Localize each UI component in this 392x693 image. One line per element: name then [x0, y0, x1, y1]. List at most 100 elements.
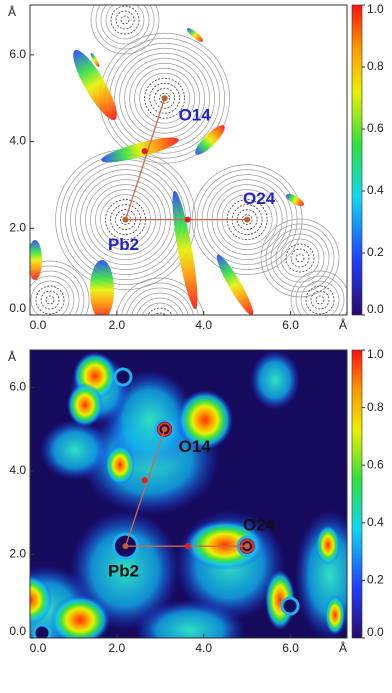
isoline: [45, 295, 55, 305]
isoline: [129, 62, 200, 134]
bond-path: [124, 98, 166, 220]
isoline: [115, 10, 135, 30]
colorbar-tick-label: 0.6: [367, 121, 384, 135]
atom-ring: [157, 422, 172, 437]
isoline: [300, 280, 340, 315]
heat-basin: [177, 390, 233, 450]
x-tick-label: 2.0: [109, 318, 126, 332]
y-axis-label: Å: [8, 349, 16, 364]
heat-basin: [135, 600, 245, 638]
heat-basin: [250, 350, 300, 410]
atom-marker: [161, 95, 168, 102]
colorbar-tick-label: 1.0: [367, 347, 384, 361]
colorbar-tick-label: 0.0: [367, 625, 384, 639]
plot-frame: [29, 4, 348, 316]
colorbar-tick-label: 0.2: [367, 573, 384, 587]
isoline: [105, 5, 145, 40]
atom-marker: [244, 543, 251, 550]
isoline: [100, 5, 150, 45]
isoline: [126, 287, 194, 315]
isoline: [236, 209, 258, 230]
x-tick-label: 0.0: [30, 318, 47, 332]
critical-point: [184, 543, 191, 550]
bond-path: [124, 429, 166, 547]
atom-marker: [244, 216, 251, 223]
isoline: [95, 5, 155, 50]
isoline: [154, 87, 175, 109]
colorbar-tick-label: 0.8: [367, 59, 384, 73]
isoline: [134, 67, 195, 129]
heat-basin: [316, 525, 340, 565]
isoline: [159, 92, 170, 104]
x-tick-label: 0.0: [30, 641, 47, 655]
heat-basin: [325, 595, 345, 635]
x-axis-label: Å: [339, 640, 347, 655]
atom-label: O14: [179, 437, 212, 456]
heat-basin: [50, 595, 110, 638]
atom-marker: [122, 216, 129, 223]
critical-point: [141, 477, 148, 484]
isoline: [290, 270, 347, 315]
y-tick-label: 2.0: [9, 220, 26, 234]
y-tick-label: 6.0: [9, 47, 26, 61]
heat-basin: [40, 420, 110, 480]
isoline: [116, 277, 204, 315]
isoline: [30, 280, 70, 315]
atom-label: Pb2: [108, 562, 139, 581]
isoline: [35, 285, 65, 315]
x-tick-label: 4.0: [195, 641, 212, 655]
y-tick-label: 6.0: [9, 380, 26, 394]
atom-marker: [161, 426, 168, 433]
colorbar: [351, 4, 363, 316]
plot-area: [30, 350, 347, 638]
x-tick-label: 4.0: [195, 318, 212, 332]
isoline: [141, 302, 179, 315]
atom-label: O14: [179, 106, 212, 125]
isoline: [110, 5, 140, 35]
isoline: [305, 285, 335, 315]
isoline: [30, 270, 80, 315]
isoline: [315, 295, 325, 305]
elf-streak: [216, 254, 254, 315]
atom-marker: [122, 543, 129, 550]
heat-basin: [185, 520, 265, 570]
elf-streak: [30, 240, 42, 280]
heat-basin: [67, 383, 103, 427]
isoline: [310, 290, 330, 310]
atom-core: [32, 623, 52, 638]
colorbar-tick-label: 0.6: [367, 457, 384, 471]
x-tick-label: 6.0: [282, 641, 299, 655]
atom-core: [113, 367, 133, 387]
atom-label: O24: [243, 516, 276, 535]
elf-streak: [187, 28, 203, 42]
colorbar-tick-label: 0.4: [367, 515, 384, 529]
y-tick-label: 2.0: [9, 547, 26, 561]
isoline: [290, 248, 310, 268]
x-axis-label: Å: [339, 317, 347, 332]
isoline: [30, 265, 85, 315]
isoline: [131, 292, 189, 315]
isoline: [120, 15, 130, 25]
plot-frame: [29, 349, 348, 639]
y-tick-label: 0.0: [9, 301, 26, 315]
elf-streak: [195, 125, 225, 155]
y-axis-label: Å: [8, 4, 16, 19]
isoline: [226, 199, 268, 240]
colorbar-tick-label: 1.0: [367, 2, 384, 16]
elf-streak: [101, 137, 179, 163]
isoline: [265, 223, 335, 293]
colorbar-tick-label: 0.0: [367, 302, 384, 316]
colorbar-tick-label: 0.4: [367, 183, 384, 197]
atom-label: Pb2: [108, 235, 139, 254]
y-tick-label: 0.0: [9, 624, 26, 638]
isoline: [30, 260, 90, 315]
plot-area: [30, 5, 347, 315]
isoline: [153, 312, 167, 315]
y-tick-label: 4.0: [9, 134, 26, 148]
isoline: [285, 243, 315, 273]
colorbar-tick-label: 0.8: [367, 400, 384, 414]
isoline: [121, 282, 199, 315]
isoline: [30, 275, 75, 315]
elf-streak: [90, 260, 114, 315]
